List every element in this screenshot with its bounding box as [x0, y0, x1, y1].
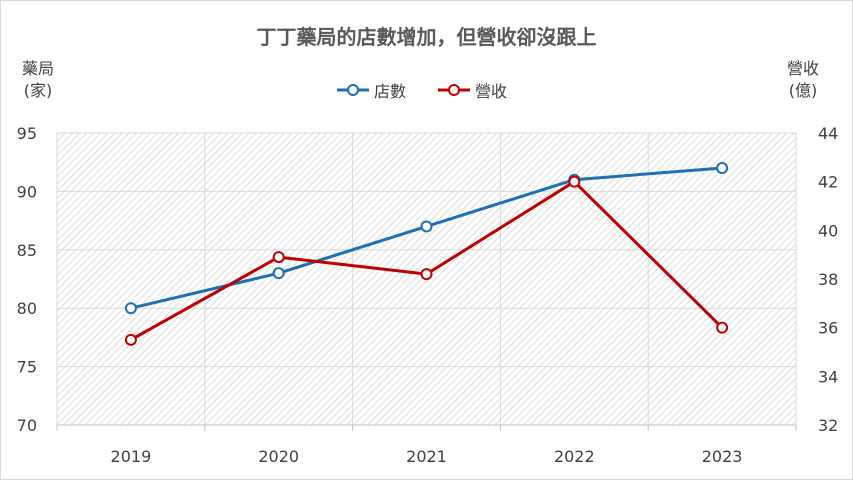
right-axis-tick-label: 36: [818, 319, 838, 338]
right-axis-tick-label: 42: [818, 173, 838, 192]
right-axis-title-line1: 營收: [787, 59, 820, 78]
chart-title: 丁丁藥局的店數增加，但營收卻沒跟上: [256, 25, 597, 49]
legend-item-revenue: 營收: [437, 80, 508, 101]
legend-marker-store-count: [337, 84, 369, 96]
left-axis-tick-label: 80: [17, 299, 37, 318]
right-axis-title: 營收 (億): [787, 58, 819, 102]
x-axis-tick-label: 2022: [554, 447, 595, 466]
data-point-revenue: [420, 268, 433, 281]
legend-label-revenue: 營收: [475, 82, 508, 101]
left-axis-title-line1: 藥局: [22, 59, 55, 78]
data-point-store-count: [420, 220, 433, 233]
right-axis-tick-label: 44: [818, 124, 838, 143]
legend-marker-revenue: [438, 84, 470, 96]
right-axis-tick-label: 32: [818, 416, 838, 435]
left-axis-title: 藥局 (家): [22, 58, 54, 102]
x-axis-tick-label: 2019: [111, 447, 152, 466]
left-axis-tick-label: 85: [17, 241, 37, 260]
right-axis-tick-label: 34: [818, 367, 838, 386]
data-point-store-count: [272, 267, 285, 280]
right-axis-tick-label: 40: [818, 221, 838, 240]
data-point-revenue: [272, 251, 285, 264]
legend-label-store-count: 店數: [374, 82, 407, 101]
left-axis-tick-label: 95: [17, 124, 37, 143]
data-point-revenue: [568, 175, 581, 188]
left-axis-title-line2: (家): [23, 81, 53, 100]
left-axis-tick-label: 75: [17, 358, 37, 377]
data-point-revenue: [124, 333, 137, 346]
data-point-store-count: [716, 162, 729, 175]
left-axis-tick-label: 90: [17, 182, 37, 201]
x-axis-tick-label: 2023: [702, 447, 743, 466]
right-axis-title-line2: (億): [788, 81, 818, 100]
left-axis-tick-label: 70: [17, 416, 37, 435]
data-point-store-count: [124, 302, 137, 315]
x-axis-tick-label: 2021: [406, 447, 447, 466]
right-axis-tick-label: 38: [818, 270, 838, 289]
data-point-revenue: [716, 321, 729, 334]
x-axis-tick-label: 2020: [258, 447, 299, 466]
legend-item-store-count: 店數: [336, 80, 407, 101]
